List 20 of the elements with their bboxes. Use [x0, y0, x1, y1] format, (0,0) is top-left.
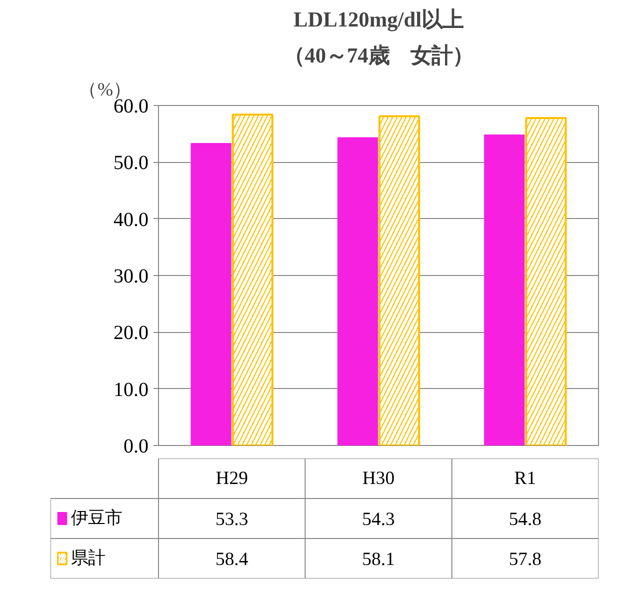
data-label: 58.4	[216, 549, 249, 570]
y-tick-label: 40.0	[114, 208, 148, 231]
data-label: 54.8	[508, 509, 542, 530]
y-tick-label: 20.0	[114, 322, 148, 344]
y-tick-label: 0.0	[124, 436, 148, 458]
chart-title: LDL120mg/dl以上	[294, 8, 464, 32]
data-label: 57.8	[508, 549, 542, 570]
x-tick-label: H30	[362, 468, 395, 489]
legend-label: 伊豆市	[71, 508, 122, 528]
data-label: 58.1	[362, 549, 395, 570]
data-label: 53.3	[216, 509, 248, 530]
y-tick-label: 10.0	[114, 378, 148, 401]
legend-label: 県計	[71, 548, 106, 568]
x-tick-label: R1	[514, 468, 536, 489]
data-label: 54.3	[362, 509, 395, 530]
chart-subtitle: （40～74歳 女計）	[284, 44, 474, 68]
y-tick-label: 30.0	[114, 266, 148, 288]
x-tick-label: H29	[216, 468, 248, 489]
y-axis-title: （%）	[78, 80, 132, 100]
y-tick-label: 50.0	[114, 152, 148, 174]
